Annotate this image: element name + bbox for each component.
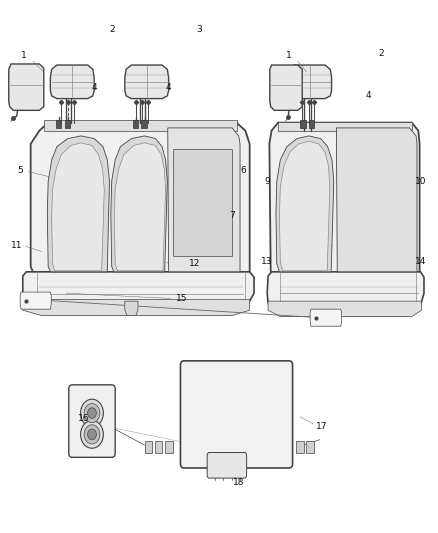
Polygon shape [267, 272, 424, 316]
Text: 10: 10 [415, 177, 426, 185]
Circle shape [81, 421, 103, 448]
Text: 4: 4 [365, 92, 371, 100]
Circle shape [84, 403, 100, 423]
Polygon shape [125, 65, 169, 99]
Text: 4: 4 [92, 84, 97, 92]
FancyBboxPatch shape [207, 453, 247, 478]
Polygon shape [270, 65, 302, 110]
Text: 15: 15 [176, 294, 187, 303]
Circle shape [88, 429, 96, 440]
Polygon shape [276, 136, 334, 272]
Bar [145, 441, 152, 453]
Circle shape [81, 399, 103, 427]
Bar [133, 120, 138, 128]
Polygon shape [114, 143, 166, 271]
Text: 16: 16 [78, 414, 89, 423]
Polygon shape [168, 128, 240, 272]
Bar [141, 120, 147, 128]
Text: 12: 12 [189, 260, 201, 268]
Polygon shape [31, 123, 250, 281]
Polygon shape [288, 65, 332, 99]
Polygon shape [52, 143, 104, 271]
Text: 7: 7 [229, 212, 235, 220]
Text: 1: 1 [286, 52, 292, 60]
Polygon shape [9, 64, 44, 110]
Polygon shape [269, 123, 420, 278]
Text: 2: 2 [378, 49, 384, 58]
FancyBboxPatch shape [180, 361, 293, 468]
Text: 13: 13 [261, 257, 273, 265]
Polygon shape [279, 141, 330, 271]
Text: 3: 3 [196, 25, 202, 34]
Polygon shape [125, 301, 138, 316]
Polygon shape [268, 301, 421, 317]
Polygon shape [336, 128, 417, 272]
FancyBboxPatch shape [69, 385, 115, 457]
Polygon shape [23, 272, 254, 314]
Polygon shape [23, 300, 250, 316]
Bar [296, 441, 304, 453]
Polygon shape [310, 309, 342, 326]
Polygon shape [111, 136, 167, 272]
Bar [300, 120, 306, 128]
Bar [155, 441, 162, 453]
Circle shape [88, 408, 96, 418]
Bar [165, 441, 173, 453]
Polygon shape [50, 65, 94, 99]
Text: 9: 9 [264, 177, 270, 185]
Text: 4: 4 [166, 84, 171, 92]
Polygon shape [278, 122, 412, 131]
Circle shape [84, 425, 100, 444]
Text: 11: 11 [11, 241, 22, 249]
Bar [65, 120, 70, 128]
Text: 5: 5 [17, 166, 23, 175]
Bar [173, 149, 232, 256]
Bar [306, 441, 314, 453]
Text: 1: 1 [21, 52, 27, 60]
Text: 2: 2 [109, 25, 114, 34]
Text: 18: 18 [233, 478, 244, 487]
Text: 14: 14 [415, 257, 426, 265]
Polygon shape [20, 292, 51, 309]
Bar [309, 120, 314, 128]
Bar [56, 120, 61, 128]
Text: 17: 17 [316, 422, 328, 431]
Text: 6: 6 [240, 166, 246, 175]
Polygon shape [44, 120, 237, 131]
Polygon shape [47, 136, 110, 272]
